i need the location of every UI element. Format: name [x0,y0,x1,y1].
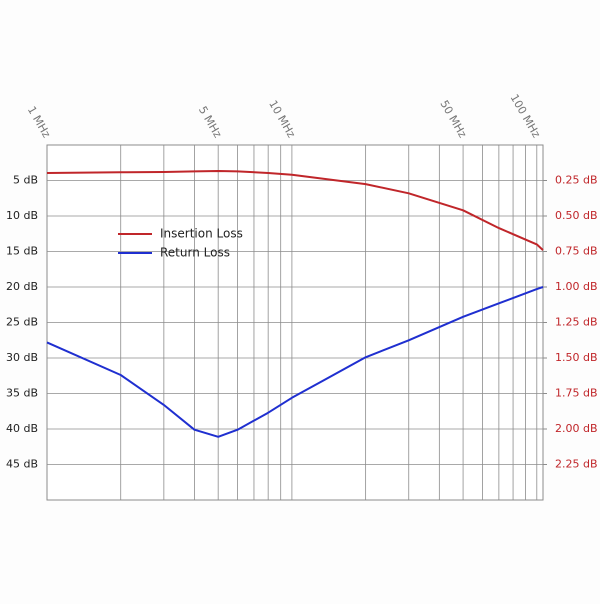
y2-tick-label: 0.25 dB [555,174,598,187]
x-tick-label: 1 MHz [25,104,53,140]
y2-tick-label: 1.25 dB [555,316,598,329]
x-tick-label: 10 MHz [266,98,298,140]
x-tick-label: 50 MHz [437,98,469,140]
y-tick-label: 25 dB [6,316,38,329]
y-tick-label: 20 dB [6,280,38,293]
y2-tick-label: 1.75 dB [555,387,598,400]
y2-tick-label: 0.75 dB [555,245,598,258]
y-tick-label: 15 dB [6,245,38,258]
y-tick-label: 35 dB [6,387,38,400]
legend-label: Insertion Loss [160,227,243,241]
y-tick-label: 45 dB [6,458,38,471]
y2-tick-label: 2.00 dB [555,422,598,435]
x-tick-label: 100 MHz [508,92,543,140]
x-tick-label: 5 MHz [196,104,224,140]
y-tick-label: 5 dB [13,174,38,187]
series-line [46,170,544,251]
y2-tick-label: 1.00 dB [555,280,598,293]
y-tick-label: 40 dB [6,422,38,435]
y-tick-label: 30 dB [6,351,38,364]
legend-label: Return Loss [160,246,230,260]
series-line [46,286,544,438]
y2-tick-label: 1.50 dB [555,351,598,364]
y2-tick-label: 0.50 dB [555,209,598,222]
y-tick-label: 10 dB [6,209,38,222]
y2-tick-label: 2.25 dB [555,458,598,471]
